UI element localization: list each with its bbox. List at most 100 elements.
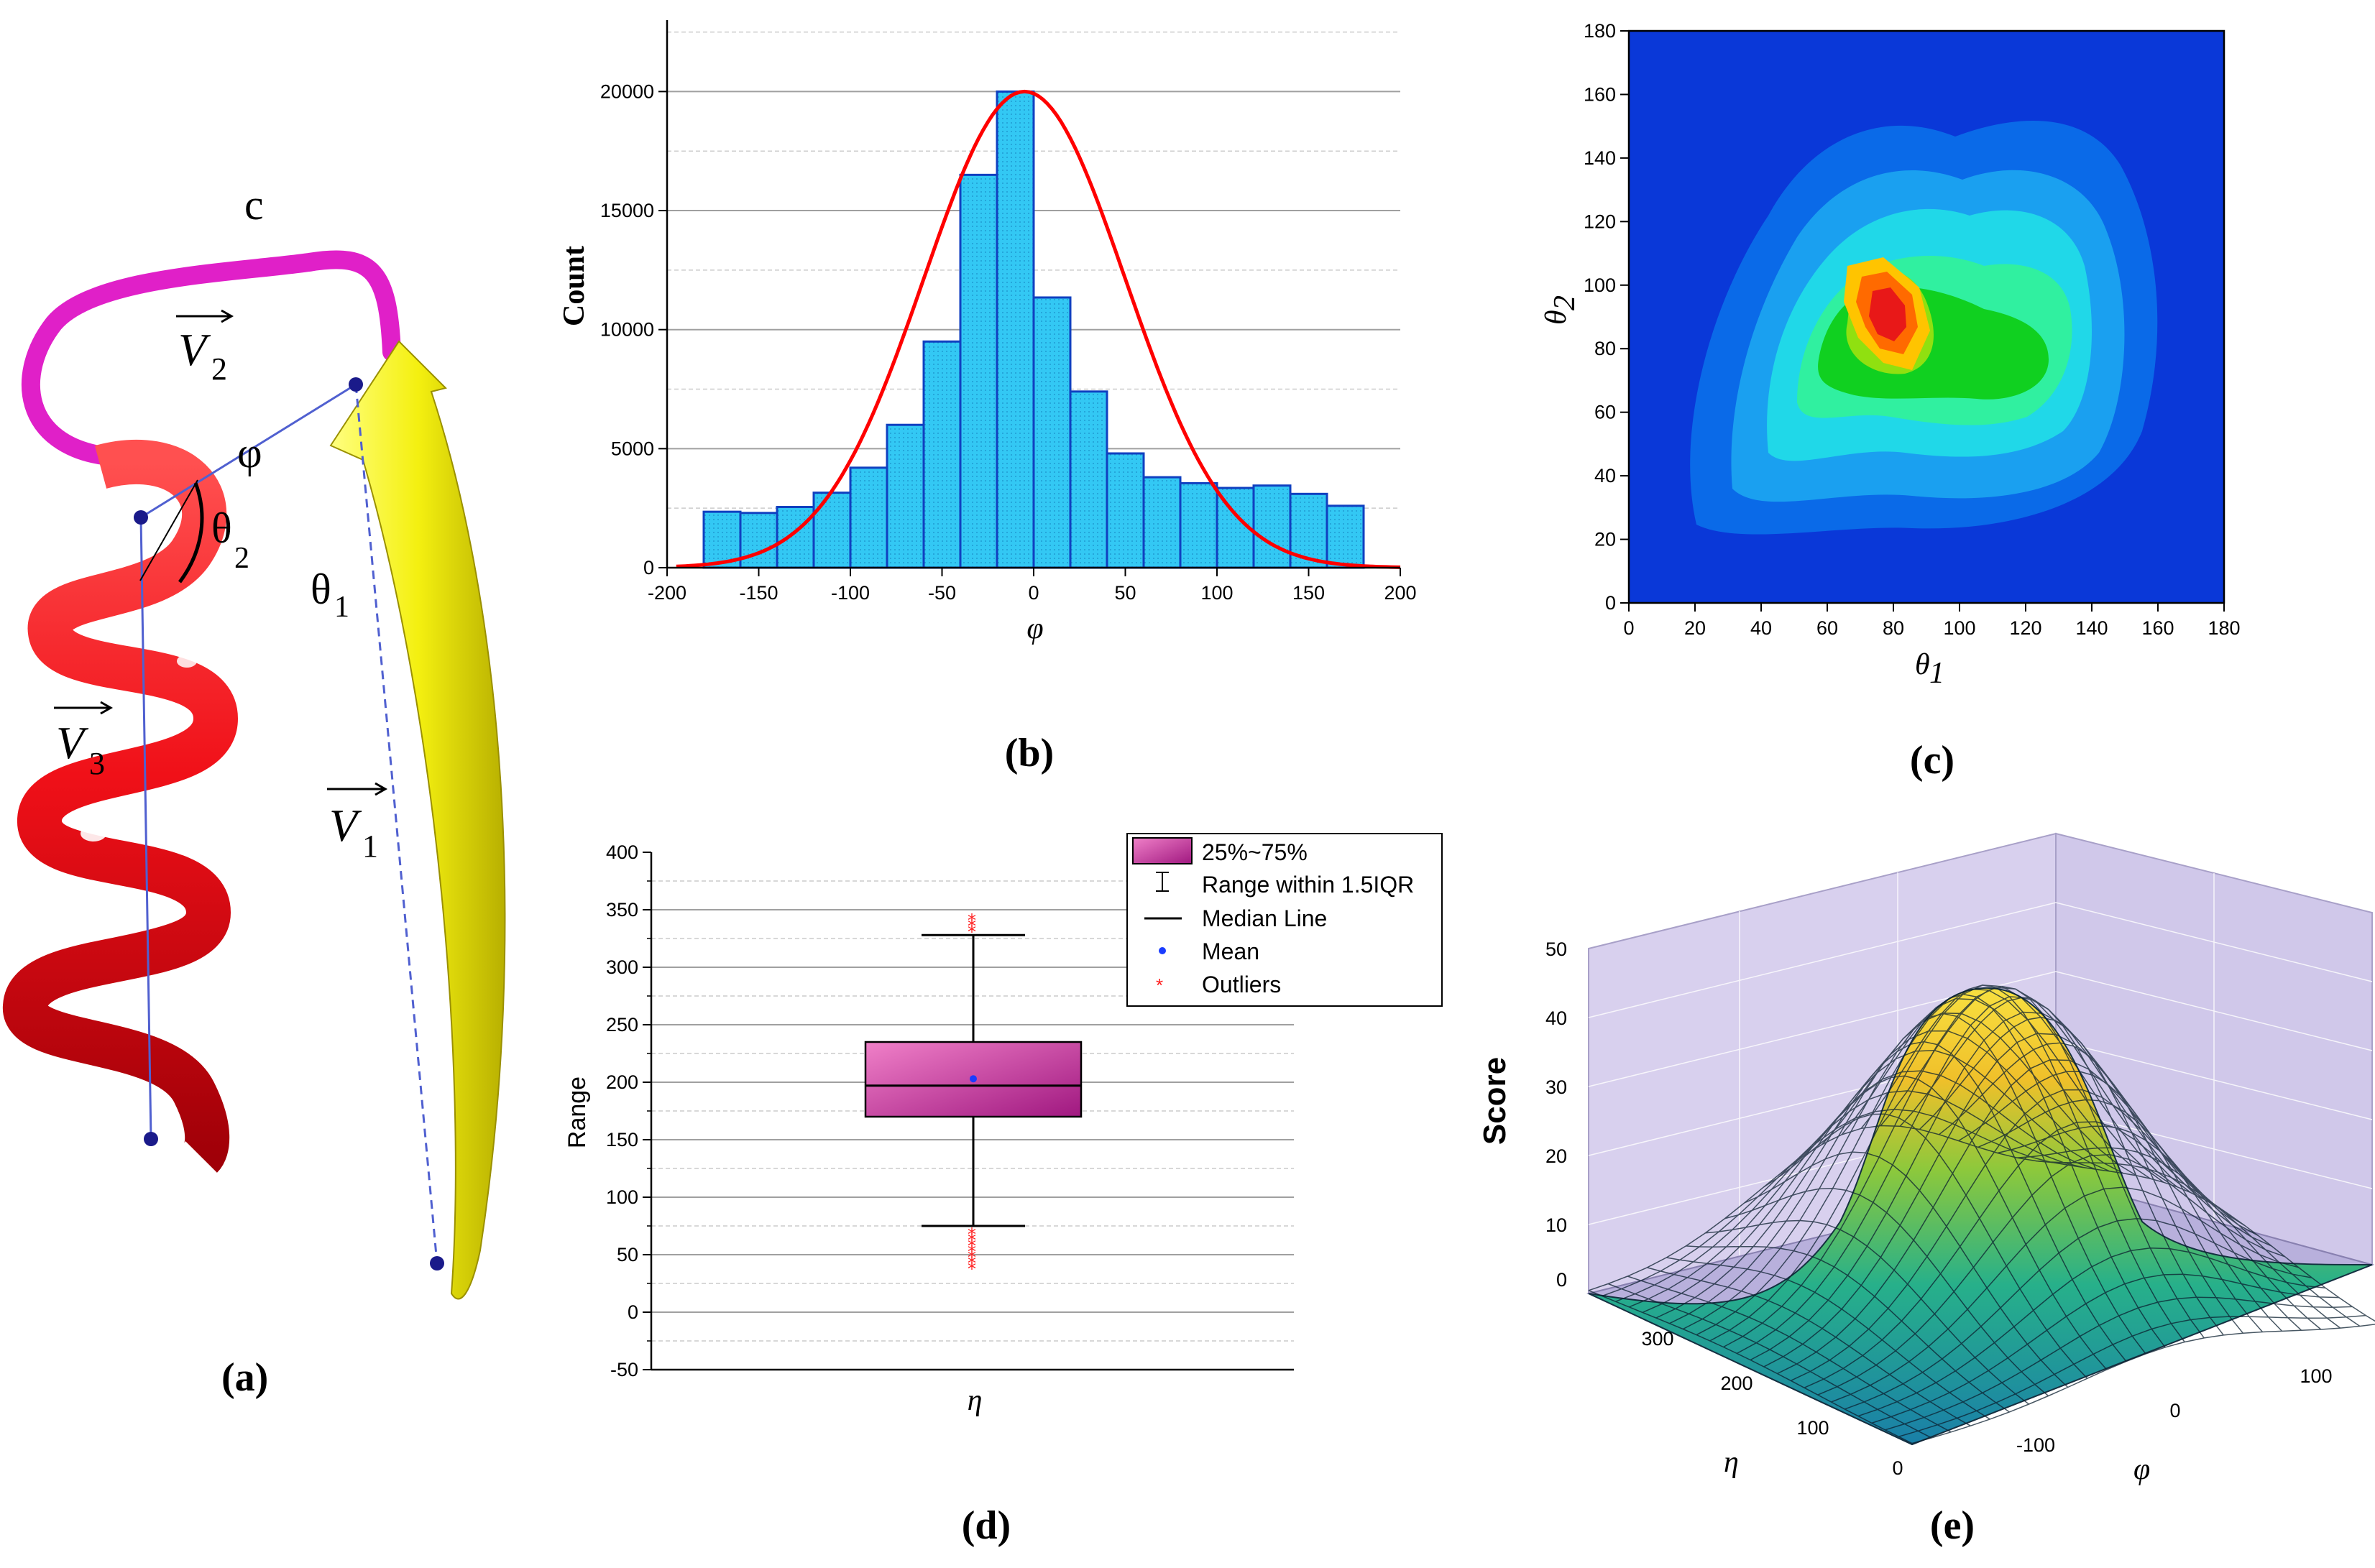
d-ytick-label: 250	[606, 1014, 638, 1036]
e-xtick-label: 0	[2169, 1400, 2180, 1421]
e-ytick-label: 100	[1796, 1417, 1829, 1439]
c-xtick-label: 100	[1943, 617, 1975, 639]
panel-c-heatmap: 0 20 40 60 80 100 120 140 160 180 0 20 40 60 80 100 120 1…	[1540, 20, 2241, 783]
c-ytick-label: 20	[1594, 529, 1616, 550]
b-bar	[1252, 484, 1292, 569]
vector-lines	[139, 383, 438, 1264]
d-ytick-label: 50	[617, 1244, 638, 1265]
e-ytick-label: 0	[1892, 1457, 1903, 1479]
e-xlabel: φ	[2133, 1453, 2150, 1486]
c-ytick-label: 140	[1584, 147, 1616, 169]
d-outlier: *	[968, 910, 976, 931]
b-bar	[1142, 476, 1182, 569]
svg-text:θ: θ	[1540, 310, 1573, 325]
d-box: **********	[864, 910, 1083, 1279]
legend-whisker-swatch	[1156, 872, 1169, 892]
c-xtick-label: 20	[1684, 617, 1706, 639]
b-bar	[886, 423, 925, 569]
d-outlier: *	[968, 1248, 976, 1268]
c-ytick-label: 180	[1584, 20, 1616, 42]
svg-text:V: V	[329, 800, 362, 851]
e-ztick-label: 0	[1556, 1269, 1567, 1291]
panel-c-label: (c)	[1910, 738, 1954, 783]
c-axes: 0 20 40 60 80 100 120 140 160 180 0 20 40 60 80 100 120 1…	[1584, 20, 2241, 639]
b-bar	[922, 340, 962, 569]
d-ytick-label: 400	[606, 841, 638, 863]
b-bar	[1326, 504, 1365, 569]
loop-c	[21, 250, 401, 466]
b-bar	[849, 466, 888, 569]
svg-text:2: 2	[234, 542, 249, 575]
label-v3: V 3	[54, 701, 114, 781]
svg-text:V: V	[178, 324, 211, 375]
b-ytick-label: 20000	[600, 80, 654, 102]
e-mesh-line	[1997, 1125, 2322, 1330]
svg-text:θ: θ	[311, 566, 331, 613]
e-ztick-label: 30	[1545, 1076, 1567, 1098]
e-mesh-line	[2016, 1147, 2341, 1329]
svg-text:1: 1	[1929, 657, 1944, 690]
d-outlier: *	[968, 1230, 976, 1250]
c-ytick-label: 40	[1594, 465, 1616, 486]
c-xlabel: θ 1	[1915, 648, 1944, 690]
legend-item-2: Median Line	[1202, 905, 1327, 931]
panel-a-label: (a)	[221, 1355, 268, 1400]
panel-b-histogram: 0 5000 10000 15000 20000 -200 -150 -100 -50 0 50 10…	[558, 20, 1417, 775]
legend-outlier-swatch: *	[1156, 974, 1163, 996]
c-xtick-label: 80	[1883, 617, 1904, 639]
loop-label-c: c	[244, 181, 264, 229]
b-xtick-label: 0	[1028, 582, 1039, 604]
c-ytick-label: 100	[1584, 275, 1616, 296]
e-mesh-line	[1898, 1314, 2366, 1437]
b-axes: 0 5000 10000 15000 20000 -200 -150 -100 -50 0 50 10…	[600, 20, 1417, 604]
d-ytick-label: 200	[606, 1071, 638, 1093]
d-mean	[970, 1075, 977, 1083]
b-ytick-label: 5000	[611, 438, 654, 459]
label-v1: V 1	[327, 782, 388, 864]
b-xtick-label: 100	[1200, 582, 1233, 604]
e-ztick-label: 10	[1545, 1214, 1567, 1236]
c-xtick-label: 160	[2141, 617, 2174, 639]
c-frame	[1627, 29, 2225, 604]
panel-b-label: (b)	[1005, 731, 1054, 775]
c-ytick-label: 0	[1605, 592, 1616, 614]
e-ytick-label: 200	[1720, 1373, 1752, 1394]
d-ylabel: Range	[564, 1076, 591, 1148]
b-xtick-label: -150	[739, 582, 778, 604]
e-mesh-line	[1857, 1247, 2326, 1417]
e-ztick-label: 20	[1545, 1145, 1567, 1167]
e-ztick-label: 40	[1545, 1007, 1567, 1029]
svg-text:V: V	[56, 717, 89, 768]
b-bar	[739, 512, 778, 569]
c-contours	[1690, 120, 2158, 535]
legend-box-swatch	[1132, 837, 1193, 864]
c-ytick-label: 80	[1594, 338, 1616, 359]
b-bar	[1179, 481, 1218, 569]
legend-item-1: Range within 1.5IQR	[1202, 872, 1414, 898]
d-outlier: *	[968, 1242, 976, 1262]
c-xtick-label: 60	[1816, 617, 1838, 639]
c-xtick-label: 180	[2208, 617, 2240, 639]
panel-a-structure: c V 2 φ θ 2 θ 1 V 3 V 1 (a)	[3, 181, 506, 1400]
c-xtick-label: 120	[2009, 617, 2041, 639]
c-xtick-label: 140	[2075, 617, 2108, 639]
b-xlabel: φ	[1026, 612, 1043, 645]
atom-dots	[134, 377, 444, 1270]
b-xtick-label: -50	[928, 582, 956, 604]
e-ylabel: η	[1724, 1446, 1739, 1479]
c-ytick-label: 160	[1584, 83, 1616, 105]
d-outlier: *	[968, 1259, 976, 1279]
e-axes: 0 10 20 30 40 50 100 0 -100 0 100 200 300	[1545, 939, 2333, 1479]
d-outlier: *	[968, 1253, 976, 1273]
strand-v1	[329, 340, 506, 1300]
d-xlabel: η	[968, 1384, 983, 1417]
b-bar	[812, 492, 852, 569]
b-bar	[996, 90, 1035, 569]
b-xtick-label: 200	[1384, 582, 1416, 604]
d-legend: 25%~75% Range within 1.5IQR Median Line …	[1126, 833, 1443, 1007]
label-theta1: θ 1	[311, 566, 349, 624]
d-outlier: *	[968, 922, 976, 942]
